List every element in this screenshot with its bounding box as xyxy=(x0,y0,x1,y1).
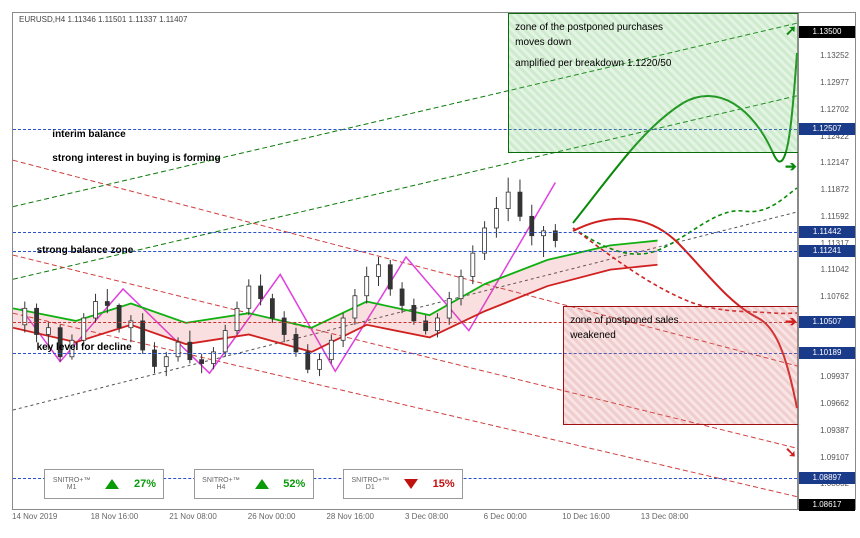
indicator-name: SNITRO+™ xyxy=(352,477,390,484)
zone-line: amplified per breakdown 1.1220/50 xyxy=(515,56,792,71)
x-tick: 21 Nov 08:00 xyxy=(169,512,217,521)
zone-green: zone of the postponed purchasesmoves dow… xyxy=(508,13,799,153)
indicator-tf: D1 xyxy=(352,484,390,491)
price-level: 1.08897 xyxy=(799,472,855,484)
y-tick: 1.09937 xyxy=(820,372,849,381)
x-tick: 26 Nov 00:00 xyxy=(248,512,296,521)
indicator-panel: SNITRO+™H4 52% xyxy=(194,469,314,499)
y-axis: 1.088321.091071.093871.096621.099371.102… xyxy=(798,12,856,510)
annotation: strong interest in buying is forming xyxy=(52,152,220,166)
y-tick: 1.11592 xyxy=(821,212,849,221)
indicator-panel: SNITRO+™M1 27% xyxy=(44,469,164,499)
x-tick: 13 Dec 08:00 xyxy=(641,512,689,521)
price-level: 1.10189 xyxy=(799,347,855,359)
zone-red: zone of postponed salesweakened xyxy=(563,306,799,424)
indicator-arrow-icon xyxy=(105,479,119,489)
x-axis: 14 Nov 2019 18 Nov 16:00 21 Nov 08:00 26 No… xyxy=(12,510,798,526)
annotation: interim balance xyxy=(52,128,125,142)
x-tick: 28 Nov 16:00 xyxy=(326,512,374,521)
price-level: 1.08617 xyxy=(799,499,855,511)
y-tick: 1.09387 xyxy=(820,426,849,435)
indicator-pct: 15% xyxy=(433,478,455,490)
y-tick: 1.12977 xyxy=(820,78,849,87)
indicator-arrow-icon xyxy=(404,479,418,489)
price-level: 1.11442 xyxy=(799,226,855,238)
annotation: strong balance zone xyxy=(37,244,134,258)
y-tick: 1.12702 xyxy=(820,105,849,114)
price-level: 1.10507 xyxy=(799,316,855,328)
indicator-pct: 52% xyxy=(283,478,305,490)
x-tick: 3 Dec 08:00 xyxy=(405,512,448,521)
x-tick: 10 Dec 16:00 xyxy=(562,512,610,521)
zone-line: zone of the postponed purchases xyxy=(515,20,792,35)
price-level: 1.12507 xyxy=(799,123,855,135)
y-tick: 1.09662 xyxy=(820,399,849,408)
scenario-arrow: ➚ xyxy=(785,22,797,39)
y-tick: 1.10762 xyxy=(820,292,849,301)
y-tick: 1.11042 xyxy=(821,265,849,274)
scenario-arrow: ➔ xyxy=(785,313,797,330)
indicator-arrow-icon xyxy=(255,479,269,489)
zone-line: weakened xyxy=(570,328,792,343)
x-tick: 6 Dec 00:00 xyxy=(484,512,527,521)
price-level: 1.13500 xyxy=(799,26,855,38)
scenario-arrow: ➔ xyxy=(785,158,797,175)
scenario-arrow: ➘ xyxy=(785,444,797,461)
zone-line: zone of postponed sales xyxy=(570,313,792,328)
y-tick: 1.09107 xyxy=(820,453,849,462)
indicator-pct: 27% xyxy=(134,478,156,490)
price-level: 1.11241 xyxy=(799,245,855,257)
h-level-line xyxy=(13,232,797,233)
price-chart[interactable]: EURUSD,H4 1.11346 1.11501 1.11337 1.1140… xyxy=(12,12,798,510)
indicator-panel: SNITRO+™D1 15% xyxy=(343,469,463,499)
x-tick: 14 Nov 2019 xyxy=(12,512,57,521)
y-tick: 1.12147 xyxy=(820,158,849,167)
indicator-name: SNITRO+™ xyxy=(202,477,240,484)
indicator-tf: M1 xyxy=(53,484,91,491)
y-tick: 1.13252 xyxy=(820,51,849,60)
chart-title: EURUSD,H4 1.11346 1.11501 1.11337 1.1140… xyxy=(19,15,187,24)
x-tick: 18 Nov 16:00 xyxy=(91,512,139,521)
y-tick: 1.11872 xyxy=(821,185,849,194)
indicator-name: SNITRO+™ xyxy=(53,477,91,484)
zone-line: moves down xyxy=(515,35,792,50)
indicator-tf: H4 xyxy=(202,484,240,491)
annotation: key level for decline xyxy=(37,341,132,355)
